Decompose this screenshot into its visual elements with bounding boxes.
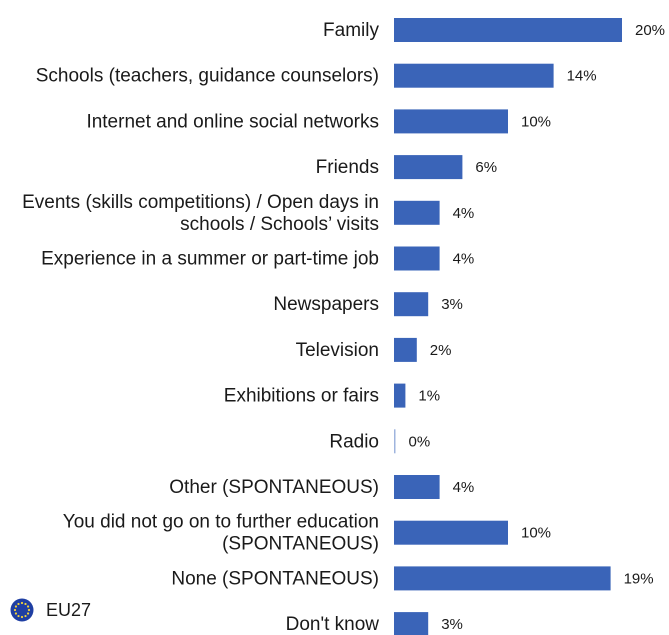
- category-label-line: Family: [323, 20, 379, 41]
- category-label-12: None (SPONTANEOUS): [171, 568, 379, 589]
- category-label-8: Exhibitions or fairs: [224, 386, 379, 407]
- bar-6: [394, 292, 429, 317]
- value-labels-group: 20% 14% 10% 6% 4% 4% 3% 2% 1% 0% 4% 10% 19% 3%: [409, 22, 666, 633]
- value-label-4: 4%: [453, 205, 475, 222]
- category-label-5: Experience in a summer or part-time job: [41, 249, 379, 270]
- bar-11: [394, 520, 508, 545]
- value-label-11: 10%: [521, 525, 551, 542]
- bar-3: [394, 155, 463, 180]
- category-label-line: You did not go on to further education: [63, 512, 379, 533]
- category-label-11: You did not go on to further education (S…: [63, 512, 379, 555]
- category-label-13: Don't know: [286, 614, 380, 635]
- category-label-line: Exhibitions or fairs: [224, 386, 379, 407]
- value-label-3: 6%: [475, 159, 497, 176]
- legend-label: EU27: [46, 599, 92, 620]
- eu-flag-icon: [10, 598, 34, 622]
- category-label-line: (SPONTANEOUS): [222, 534, 379, 555]
- category-label-line: Experience in a summer or part-time job: [41, 249, 379, 270]
- bar-5: [394, 246, 440, 271]
- bar-13: [394, 612, 429, 635]
- category-label-4: Events (skills competitions) / Open days…: [22, 192, 379, 235]
- category-label-line: None (SPONTANEOUS): [171, 568, 379, 589]
- value-label-12: 19%: [624, 570, 654, 587]
- category-label-7: Television: [296, 340, 379, 361]
- value-label-7: 2%: [430, 342, 452, 359]
- bar-0: [394, 18, 622, 42]
- value-label-9: 0%: [409, 433, 431, 450]
- category-label-9: Radio: [329, 431, 379, 452]
- category-label-0: Family: [323, 20, 379, 41]
- category-label-line: Internet and online social networks: [86, 111, 379, 132]
- category-label-line: Television: [296, 340, 379, 361]
- category-label-2: Internet and online social networks: [86, 111, 379, 132]
- bar-1: [394, 63, 554, 88]
- category-label-line: Newspapers: [273, 294, 379, 315]
- category-label-line: Other (SPONTANEOUS): [169, 477, 379, 498]
- value-label-1: 14%: [567, 68, 597, 85]
- category-label-3: Friends: [316, 157, 379, 178]
- bar-7: [394, 337, 417, 362]
- value-label-10: 4%: [453, 479, 475, 496]
- bar-2: [394, 109, 508, 134]
- bar-12: [394, 566, 611, 591]
- category-labels-group: Family Schools (teachers, guidance counse…: [22, 20, 379, 635]
- bar-8: [394, 383, 406, 408]
- category-label-6: Newspapers: [273, 294, 379, 315]
- bar-9: [394, 429, 396, 454]
- category-label-line: Don't know: [286, 614, 380, 635]
- category-label-line: Schools (teachers, guidance counselors): [36, 66, 379, 87]
- value-label-2: 10%: [521, 113, 551, 130]
- category-label-line: Radio: [329, 431, 379, 452]
- category-label-line: schools / Schools’ visits: [180, 214, 379, 235]
- category-label-line: Events (skills competitions) / Open days…: [22, 192, 379, 213]
- value-label-13: 3%: [441, 616, 463, 633]
- bars-group: [394, 18, 622, 635]
- category-label-10: Other (SPONTANEOUS): [169, 477, 379, 498]
- value-label-0: 20%: [635, 22, 665, 39]
- category-label-1: Schools (teachers, guidance counselors): [36, 66, 379, 87]
- bar-10: [394, 475, 440, 499]
- value-label-6: 3%: [441, 296, 463, 313]
- legend: EU27: [10, 598, 91, 622]
- category-label-line: Friends: [316, 157, 379, 178]
- bar-4: [394, 200, 440, 225]
- value-label-5: 4%: [453, 251, 475, 268]
- value-label-8: 1%: [418, 388, 440, 405]
